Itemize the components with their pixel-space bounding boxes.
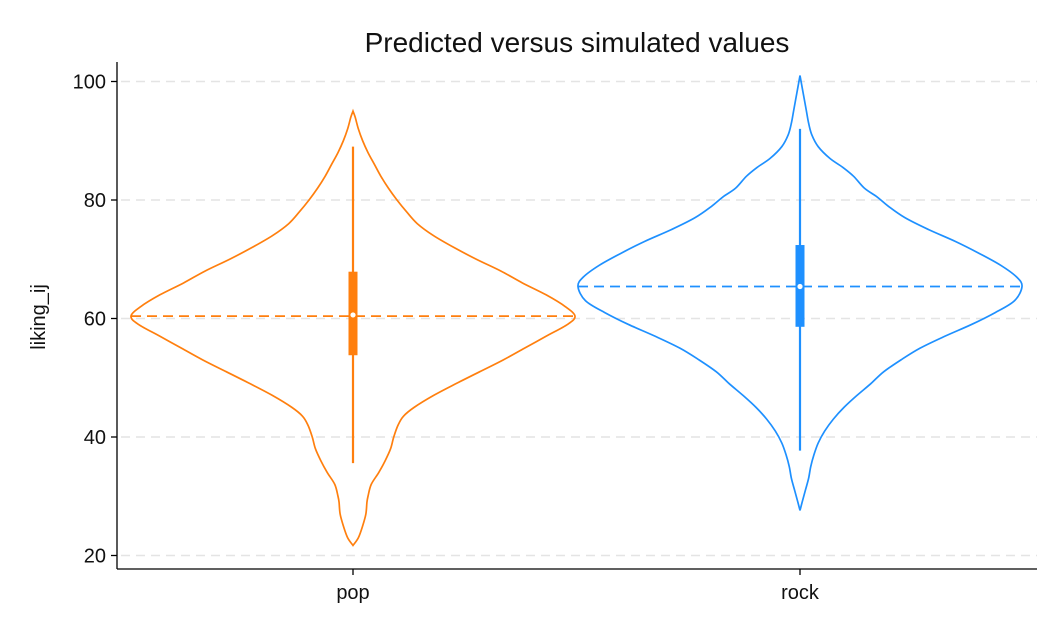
- y-tick-label-40: 40: [84, 427, 106, 449]
- y-tick-label-100: 100: [73, 72, 106, 94]
- y-axis-label: liking_ij: [28, 284, 50, 350]
- x-tick-label-rock: rock: [781, 582, 820, 604]
- grid-lines: [121, 80, 1037, 557]
- violin-pop: [130, 108, 576, 547]
- y-tick-label-20: 20: [84, 546, 106, 568]
- violin-rock: [577, 75, 1023, 514]
- chart-title: Predicted versus simulated values: [365, 27, 790, 58]
- violin-outline-pop: [130, 108, 576, 547]
- axes: 20 40 60 80 100 pop rock: [73, 62, 1037, 604]
- violins: [130, 75, 1023, 547]
- violin-outline-rock: [577, 75, 1023, 514]
- x-tick-label-pop: pop: [336, 582, 369, 604]
- median-marker-rock: [797, 283, 803, 290]
- median-marker-pop: [350, 312, 356, 318]
- y-tick-label-60: 60: [84, 309, 106, 331]
- y-tick-label-80: 80: [84, 190, 106, 212]
